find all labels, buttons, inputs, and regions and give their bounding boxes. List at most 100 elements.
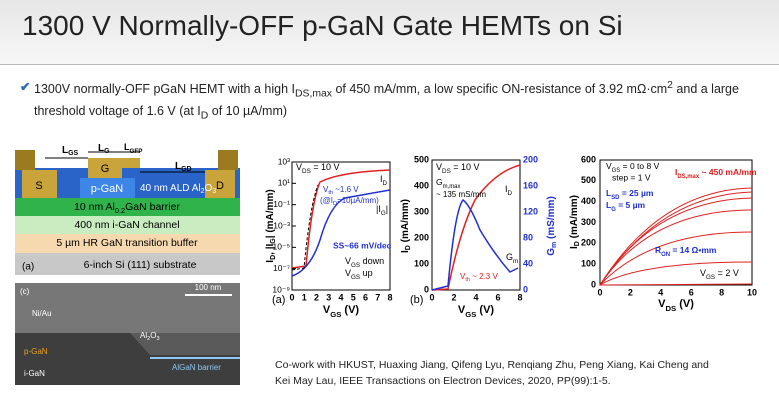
label-part: V bbox=[460, 272, 466, 281]
label: Gm bbox=[506, 252, 518, 265]
label: LGS bbox=[62, 145, 79, 158]
label-part: V bbox=[606, 161, 612, 171]
label: 10 nm Al0.2GaN barrier bbox=[74, 201, 180, 216]
label-part: R bbox=[655, 245, 661, 255]
label: 6-inch Si (111) substrate bbox=[84, 259, 197, 271]
label-part: D bbox=[333, 201, 337, 207]
label: D bbox=[216, 180, 224, 192]
substrate bbox=[15, 253, 240, 275]
label: 100 nm bbox=[195, 283, 222, 292]
label-part: 3 bbox=[156, 336, 159, 342]
tick-label: 10³ bbox=[278, 156, 290, 166]
label: i-GaN bbox=[24, 369, 45, 378]
tick-label: 10 bbox=[747, 287, 757, 297]
label-part: I bbox=[569, 246, 580, 249]
curve bbox=[599, 187, 753, 286]
curve bbox=[599, 261, 753, 286]
bullet-text: of 450 mA/mm, a low specific ON-resistan… bbox=[332, 82, 668, 97]
pad bbox=[218, 150, 238, 170]
tick-label: 0 bbox=[591, 279, 596, 289]
label: LG = 5 µm bbox=[606, 200, 646, 212]
tick-label: 5 bbox=[351, 292, 356, 302]
label-part: = 5 µm bbox=[616, 200, 646, 210]
tick-label: 200 bbox=[523, 154, 538, 164]
label-part: O bbox=[150, 331, 156, 340]
label: Al2O3 bbox=[140, 331, 160, 342]
tick-label: 6 bbox=[495, 292, 500, 302]
label-part: |I bbox=[376, 204, 381, 214]
label: (a) bbox=[272, 294, 285, 306]
tick-label: 80 bbox=[523, 232, 533, 242]
channel bbox=[15, 216, 240, 234]
chart-b bbox=[431, 159, 521, 291]
label-part: D bbox=[383, 180, 388, 187]
slide-title: 1300 V Normally-OFF p-GaN Gate HEMTs on … bbox=[22, 10, 623, 41]
tick-label: 0 bbox=[289, 292, 294, 302]
label: 40 nm ALD Al2O3 bbox=[140, 183, 216, 196]
label-part: V bbox=[345, 268, 351, 278]
label: VGS = 2 V bbox=[700, 268, 739, 281]
label-part: 0.2 bbox=[115, 206, 125, 215]
label-part: 3 bbox=[212, 188, 216, 195]
tick-label: 120 bbox=[523, 206, 538, 216]
label-part: GaN barrier bbox=[125, 201, 180, 213]
tick-label: 4 bbox=[338, 292, 343, 302]
label: ID (mA/mm) bbox=[400, 199, 413, 253]
label-part: DS bbox=[665, 304, 676, 313]
curve bbox=[291, 169, 391, 269]
label-part: I bbox=[505, 184, 508, 194]
source-contact bbox=[22, 170, 57, 198]
label: VDS = 10 V bbox=[296, 162, 340, 175]
label-part: V bbox=[296, 162, 302, 172]
curve bbox=[431, 198, 519, 291]
label: VGS down bbox=[345, 256, 384, 269]
device bbox=[15, 150, 240, 275]
label: p-GaN bbox=[24, 347, 48, 356]
reference: Co-work with HKUST, Huaxing Jiang, Qifen… bbox=[275, 357, 709, 389]
label-part: (mA/mm) bbox=[569, 195, 580, 241]
label-part: | bbox=[386, 204, 388, 214]
label-part: = 0 to 8 V bbox=[620, 161, 659, 171]
label-part: = 10 V bbox=[311, 162, 340, 172]
tick-label: 200 bbox=[581, 238, 596, 248]
label-part: GS bbox=[68, 150, 78, 157]
label-part: D bbox=[574, 241, 581, 246]
label-part: I bbox=[265, 260, 276, 263]
label-part: = 10 V bbox=[451, 162, 480, 172]
label-part: L bbox=[175, 161, 181, 172]
label: (a) bbox=[22, 262, 34, 273]
label-part: m,max bbox=[443, 184, 461, 190]
tick-label: 300 bbox=[581, 217, 596, 227]
label-part: G bbox=[546, 248, 557, 256]
label-part: (@I bbox=[320, 196, 333, 205]
tick-label: 200 bbox=[414, 232, 429, 242]
curve bbox=[431, 164, 521, 291]
label: step = 1 V bbox=[612, 172, 651, 182]
label: VGS (V) bbox=[458, 304, 495, 319]
label: VGS up bbox=[345, 268, 373, 281]
reference-line: Co-work with HKUST, Huaxing Jiang, Qifen… bbox=[275, 359, 709, 371]
tick-label: 2 bbox=[628, 287, 633, 297]
label-part: O bbox=[205, 183, 213, 194]
label: 5 µm HR GaN transition buffer bbox=[56, 237, 198, 249]
tick-label: 500 bbox=[414, 154, 429, 164]
curve bbox=[599, 283, 753, 286]
bullet-text: D bbox=[200, 110, 209, 122]
label: Gm (mS/mm) bbox=[546, 196, 559, 256]
label: Gm,max bbox=[436, 177, 460, 189]
label-part: Al bbox=[140, 331, 147, 340]
tick-label: 6 bbox=[363, 292, 368, 302]
tick-label: 10⁻⁷ bbox=[273, 263, 290, 273]
label-part: G bbox=[270, 238, 277, 244]
label-part: 2 bbox=[147, 336, 150, 342]
label-part: GFP bbox=[130, 148, 143, 155]
label-part: m bbox=[513, 258, 518, 265]
label: IDS,max ~ 450 mA/mm bbox=[675, 167, 757, 179]
chart-a bbox=[291, 161, 391, 291]
tick-label: 160 bbox=[523, 180, 538, 190]
label-part: ON bbox=[661, 252, 670, 258]
label: Ni/Au bbox=[32, 309, 52, 318]
label-part: down bbox=[360, 256, 384, 266]
